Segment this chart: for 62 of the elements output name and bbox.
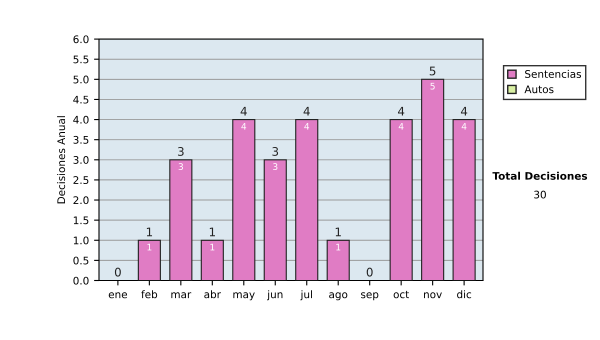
bar bbox=[421, 78, 444, 280]
total-label: 1 bbox=[336, 228, 341, 236]
total-label: 5 bbox=[430, 66, 436, 76]
text: 2.5 bbox=[73, 176, 88, 184]
total-label: 4 bbox=[398, 106, 404, 116]
x-tick-label: sep bbox=[361, 292, 378, 300]
total-label: 1 bbox=[210, 228, 215, 236]
bar bbox=[264, 159, 287, 280]
text: 5.0 bbox=[74, 76, 89, 84]
data-label: 4 bbox=[398, 123, 404, 130]
x-tick-label: may bbox=[233, 292, 255, 300]
data-label: 4 bbox=[304, 123, 310, 130]
x-tick-label: feb bbox=[141, 290, 158, 298]
text: 2.0 bbox=[73, 196, 89, 204]
total-label: 0 bbox=[114, 268, 121, 277]
legend-label: Sentencias bbox=[525, 70, 582, 78]
y-axis-title: Decisiones Anual bbox=[57, 116, 66, 204]
bar bbox=[138, 240, 161, 280]
x-tick-label: dic bbox=[457, 290, 472, 298]
text: 3.0 bbox=[74, 156, 89, 164]
legend-label: Autos bbox=[524, 85, 554, 94]
bar bbox=[452, 119, 476, 280]
x-tick-label: ago bbox=[329, 292, 348, 300]
data-label: 3 bbox=[178, 163, 183, 170]
total-label: 0 bbox=[366, 268, 373, 277]
x-tick-label: oct bbox=[394, 290, 410, 298]
total-label: 4 bbox=[304, 106, 310, 116]
total-label: 3 bbox=[178, 146, 184, 156]
text: Total Decisiones bbox=[492, 172, 588, 180]
data-label: 4 bbox=[462, 123, 466, 130]
data-label: 1 bbox=[147, 244, 152, 250]
total-label: 3 bbox=[272, 146, 278, 156]
x-tick-label: mar bbox=[171, 292, 192, 298]
bar bbox=[200, 240, 224, 280]
x-tick-label: ene bbox=[108, 292, 128, 298]
x-tick-label: jul bbox=[300, 290, 312, 300]
text: 5.5 bbox=[74, 56, 88, 64]
bar bbox=[169, 159, 192, 280]
bar bbox=[295, 119, 318, 280]
text: 1.5 bbox=[74, 216, 88, 224]
data-label: 1 bbox=[336, 244, 340, 250]
data-label: 1 bbox=[210, 244, 214, 250]
text: 4.5 bbox=[73, 96, 88, 104]
bar bbox=[390, 119, 413, 280]
total-label: 4 bbox=[460, 106, 468, 116]
x-tick-label: nov bbox=[424, 292, 442, 298]
data-label: 5 bbox=[430, 82, 435, 90]
data-label: 4 bbox=[241, 123, 246, 130]
text: 0.0 bbox=[73, 276, 89, 285]
data-label: 3 bbox=[273, 163, 278, 170]
total-label: 4 bbox=[240, 106, 247, 116]
text: 30 bbox=[534, 190, 546, 199]
text: 0.5 bbox=[73, 256, 88, 264]
text: 1.0 bbox=[74, 236, 89, 244]
x-tick-label: abr bbox=[204, 290, 221, 298]
text: 4.0 bbox=[73, 116, 89, 124]
x-tick-label: jun bbox=[267, 290, 282, 300]
bar bbox=[232, 119, 256, 280]
text: 6.0 bbox=[73, 35, 89, 44]
bar bbox=[326, 240, 350, 280]
text: 3.5 bbox=[74, 136, 88, 144]
total-label: 1 bbox=[146, 228, 152, 236]
